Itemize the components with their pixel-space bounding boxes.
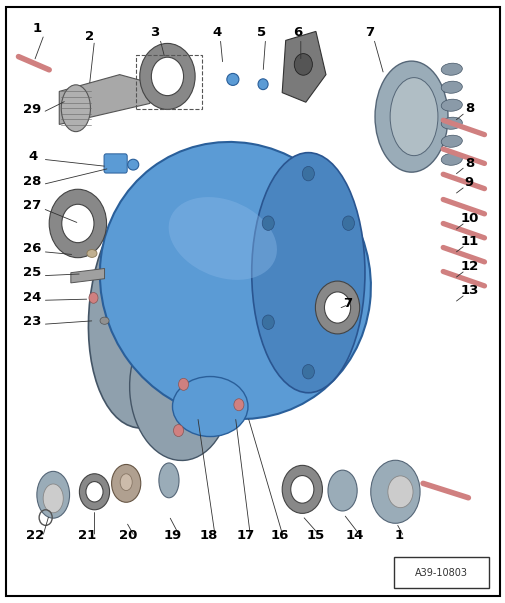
Circle shape	[301, 365, 314, 379]
Text: 19: 19	[163, 529, 181, 542]
Circle shape	[233, 399, 243, 411]
Text: A39-10803: A39-10803	[414, 568, 467, 578]
FancyBboxPatch shape	[104, 154, 127, 173]
Text: 12: 12	[460, 260, 478, 273]
Text: 10: 10	[459, 212, 478, 225]
Circle shape	[262, 315, 274, 329]
Ellipse shape	[100, 317, 109, 324]
Ellipse shape	[61, 85, 90, 131]
Circle shape	[79, 474, 110, 510]
Ellipse shape	[87, 250, 97, 257]
Circle shape	[151, 57, 183, 96]
Text: 7: 7	[342, 297, 351, 310]
Ellipse shape	[127, 159, 138, 170]
Text: 25: 25	[23, 266, 41, 279]
Ellipse shape	[226, 74, 238, 86]
Text: 24: 24	[23, 291, 42, 304]
Ellipse shape	[387, 476, 412, 508]
Circle shape	[139, 43, 195, 109]
Circle shape	[282, 466, 322, 513]
Polygon shape	[71, 268, 105, 283]
Ellipse shape	[120, 474, 132, 491]
Ellipse shape	[440, 99, 462, 112]
Text: 4: 4	[212, 26, 221, 39]
Circle shape	[342, 315, 354, 329]
Text: 3: 3	[150, 26, 159, 39]
Circle shape	[89, 292, 98, 303]
Text: 22: 22	[26, 529, 44, 542]
Text: 8: 8	[464, 102, 473, 115]
Text: 5: 5	[257, 26, 266, 39]
Text: 9: 9	[464, 176, 473, 189]
Circle shape	[342, 216, 354, 230]
Text: 11: 11	[460, 235, 478, 248]
Polygon shape	[282, 31, 325, 103]
Circle shape	[178, 378, 188, 390]
Text: 14: 14	[345, 529, 364, 542]
Text: 23: 23	[23, 315, 42, 328]
Text: 1: 1	[393, 529, 402, 542]
Circle shape	[290, 476, 313, 503]
Ellipse shape	[172, 376, 247, 437]
Text: 13: 13	[459, 284, 478, 297]
Ellipse shape	[37, 472, 70, 518]
Text: 26: 26	[23, 242, 42, 255]
Ellipse shape	[374, 61, 447, 172]
Ellipse shape	[389, 78, 437, 156]
Circle shape	[86, 482, 103, 502]
Ellipse shape	[251, 153, 364, 393]
Circle shape	[262, 216, 274, 230]
Text: 16: 16	[270, 529, 288, 542]
Ellipse shape	[327, 470, 357, 511]
Ellipse shape	[43, 484, 63, 513]
Text: 20: 20	[119, 529, 137, 542]
Text: 8: 8	[464, 157, 473, 170]
Ellipse shape	[440, 153, 462, 165]
Text: 7: 7	[365, 26, 374, 39]
Circle shape	[173, 425, 183, 437]
Ellipse shape	[440, 135, 462, 147]
Circle shape	[301, 166, 314, 181]
Ellipse shape	[129, 317, 230, 461]
Text: 17: 17	[236, 529, 254, 542]
Circle shape	[315, 281, 359, 334]
Ellipse shape	[159, 463, 179, 497]
Ellipse shape	[440, 81, 462, 93]
Ellipse shape	[258, 79, 268, 90]
Text: 2: 2	[85, 30, 94, 43]
Ellipse shape	[88, 189, 211, 428]
Circle shape	[49, 189, 107, 257]
Ellipse shape	[370, 460, 419, 523]
Text: 21: 21	[78, 529, 96, 542]
Ellipse shape	[440, 63, 462, 75]
Circle shape	[62, 204, 94, 242]
Text: 1: 1	[33, 22, 42, 35]
Polygon shape	[59, 75, 155, 124]
Text: 6: 6	[292, 26, 301, 39]
Circle shape	[324, 292, 350, 323]
Ellipse shape	[99, 142, 370, 419]
Text: 15: 15	[306, 529, 324, 542]
Text: 28: 28	[23, 175, 42, 188]
Text: 27: 27	[23, 199, 41, 212]
Text: 29: 29	[23, 103, 41, 116]
Ellipse shape	[168, 197, 276, 280]
Ellipse shape	[112, 464, 140, 502]
Circle shape	[294, 54, 312, 75]
FancyBboxPatch shape	[393, 557, 487, 589]
Text: 4: 4	[28, 150, 37, 163]
Ellipse shape	[440, 117, 462, 129]
Text: 18: 18	[199, 529, 218, 542]
